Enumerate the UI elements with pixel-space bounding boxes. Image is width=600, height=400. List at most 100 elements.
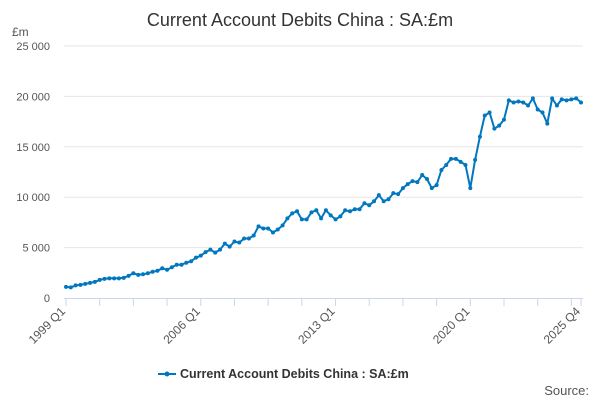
data-point <box>357 207 362 212</box>
data-point <box>550 96 555 101</box>
data-point <box>141 272 146 277</box>
data-point <box>540 110 545 115</box>
data-point <box>516 99 521 104</box>
data-point <box>145 271 150 276</box>
y-tick-label: 15 000 <box>16 142 50 154</box>
data-point <box>362 201 367 206</box>
data-point <box>150 269 155 274</box>
data-point <box>574 96 579 101</box>
data-point <box>295 209 300 214</box>
data-point <box>477 134 482 139</box>
data-point <box>107 276 112 281</box>
data-point <box>88 280 93 285</box>
data-point <box>116 276 121 281</box>
y-tick-label: 5 000 <box>22 243 50 255</box>
data-point <box>121 275 126 280</box>
data-point <box>304 217 309 222</box>
data-point <box>381 199 386 204</box>
data-point <box>429 186 434 191</box>
data-point <box>564 98 569 103</box>
data-point <box>169 265 174 270</box>
source-label: Source: <box>544 383 589 398</box>
chart-title: Current Account Debits China : SA:£m <box>147 10 453 30</box>
data-point <box>352 207 357 212</box>
data-point <box>444 162 449 167</box>
data-point <box>155 268 160 273</box>
data-point <box>482 113 487 118</box>
data-point <box>102 276 107 281</box>
data-point <box>314 208 319 213</box>
legend-marker <box>164 371 170 377</box>
data-point <box>376 193 381 198</box>
data-point <box>174 262 179 267</box>
data-point <box>526 103 531 108</box>
data-point <box>270 230 275 235</box>
data-point <box>246 236 251 241</box>
data-point <box>545 121 550 126</box>
data-point <box>189 259 194 264</box>
data-point <box>256 224 261 229</box>
data-point <box>559 97 564 102</box>
x-tick-label: 1999 Q1 <box>26 304 69 347</box>
data-point <box>434 183 439 188</box>
data-point <box>400 186 405 191</box>
data-point <box>415 180 420 185</box>
data-point <box>237 240 242 245</box>
data-point <box>126 273 131 278</box>
y-axis-unit-label: £m <box>12 25 29 39</box>
data-point <box>458 159 463 164</box>
data-point <box>261 226 266 231</box>
data-point <box>242 236 247 241</box>
data-point <box>198 253 203 258</box>
data-point <box>227 244 232 249</box>
data-point <box>309 210 314 215</box>
data-point <box>179 262 184 267</box>
data-point <box>424 177 429 182</box>
legend-label: Current Account Debits China : SA:£m <box>180 367 409 381</box>
data-point <box>319 216 324 221</box>
y-tick-label: 20 000 <box>16 91 50 103</box>
data-point <box>367 203 372 208</box>
data-point <box>203 250 208 255</box>
data-point <box>218 247 223 252</box>
data-point <box>160 266 165 271</box>
data-point <box>396 192 401 197</box>
x-tick-label: 2020 Q1 <box>430 304 473 347</box>
data-point <box>68 285 73 290</box>
y-tick-label: 25 000 <box>16 41 50 53</box>
series-line <box>65 97 582 289</box>
data-point <box>420 173 425 178</box>
data-point <box>343 208 348 213</box>
data-point <box>372 199 377 204</box>
y-tick-label: 10 000 <box>16 192 50 204</box>
data-point <box>333 217 338 222</box>
data-point <box>453 156 458 161</box>
data-point <box>569 97 574 102</box>
data-point <box>347 209 352 214</box>
data-point <box>213 250 218 255</box>
data-point <box>290 211 295 216</box>
y-tick-label: 0 <box>44 293 50 305</box>
data-point <box>323 208 328 213</box>
data-point <box>530 96 535 101</box>
data-point <box>165 267 170 272</box>
data-point <box>492 126 497 131</box>
data-point <box>131 271 136 276</box>
data-point <box>405 182 410 187</box>
legend[interactable]: Current Account Debits China : SA:£m <box>158 367 409 381</box>
data-point <box>501 117 506 122</box>
data-point <box>468 186 473 191</box>
data-point <box>554 103 559 108</box>
data-point <box>487 110 492 115</box>
data-point <box>280 223 285 228</box>
data-point <box>391 191 396 196</box>
data-point <box>78 282 83 287</box>
data-point <box>97 277 102 282</box>
data-point <box>410 179 415 184</box>
data-point <box>266 226 271 231</box>
data-point <box>275 227 280 232</box>
data-point <box>193 255 198 260</box>
data-point <box>92 279 97 284</box>
